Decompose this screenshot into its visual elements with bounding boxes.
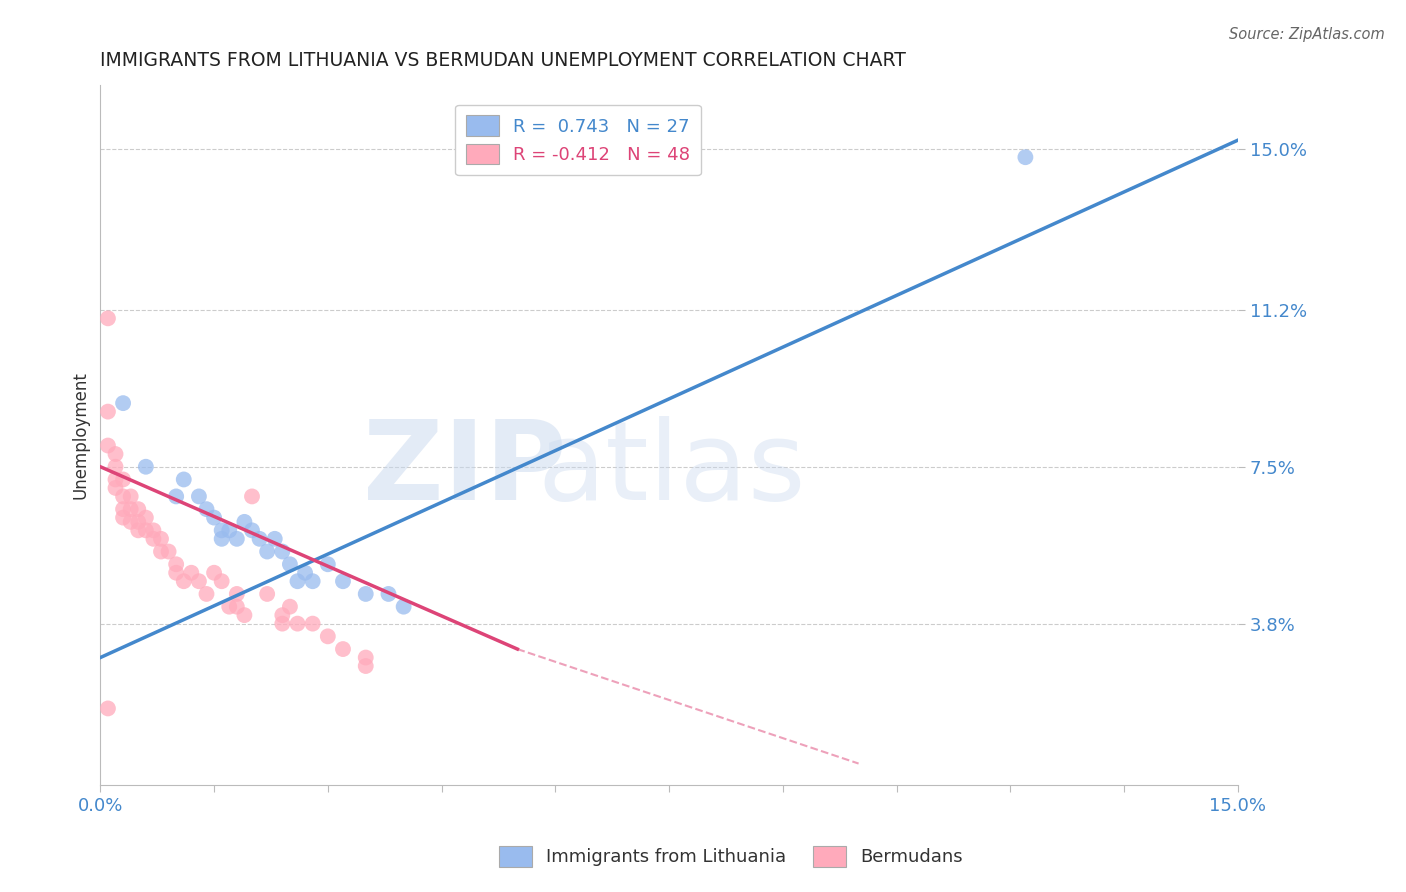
Point (165, 490, 187, 504)
Point (150, 532, 173, 546)
Point (271, 608, 294, 623)
Point (354, 587, 377, 601)
Point (240, 490, 263, 504)
Text: Source: ZipAtlas.com: Source: ZipAtlas.com (1229, 27, 1385, 42)
Point (278, 558, 301, 572)
Point (225, 532, 247, 546)
Point (256, 587, 278, 601)
Point (294, 566, 316, 580)
Point (127, 502, 149, 516)
Point (173, 473, 195, 487)
Point (180, 566, 202, 580)
Legend: Immigrants from Lithuania, Bermudans: Immigrants from Lithuania, Bermudans (492, 838, 970, 874)
Point (97, 701, 120, 715)
Point (112, 396, 135, 410)
Point (263, 532, 285, 546)
Point (97, 438, 120, 452)
Point (187, 490, 209, 504)
Point (332, 642, 354, 657)
Point (202, 566, 225, 580)
Point (271, 544, 294, 558)
Point (142, 524, 165, 538)
Point (195, 587, 218, 601)
Point (97, 311, 120, 326)
Point (301, 574, 323, 589)
Point (202, 510, 225, 524)
Point (233, 608, 256, 623)
Y-axis label: Unemployment: Unemployment (72, 371, 89, 499)
Point (112, 490, 135, 504)
Point (104, 459, 127, 474)
Text: ZIP: ZIP (363, 417, 567, 524)
Point (1014, 150, 1036, 164)
Point (354, 650, 377, 665)
Point (233, 515, 256, 529)
Point (256, 544, 278, 558)
Point (150, 544, 173, 558)
Point (120, 502, 142, 516)
Point (104, 481, 127, 495)
Point (287, 616, 309, 631)
Point (173, 574, 195, 589)
Point (187, 574, 209, 589)
Point (225, 599, 247, 614)
Point (278, 599, 301, 614)
Text: IMMIGRANTS FROM LITHUANIA VS BERMUDAN UNEMPLOYMENT CORRELATION CHART: IMMIGRANTS FROM LITHUANIA VS BERMUDAN UN… (100, 51, 907, 70)
Point (120, 515, 142, 529)
Point (316, 629, 339, 643)
Point (127, 515, 149, 529)
Point (211, 532, 233, 546)
Point (142, 532, 165, 546)
Point (271, 616, 294, 631)
Point (225, 587, 247, 601)
Point (301, 616, 323, 631)
Point (218, 524, 240, 538)
Point (218, 599, 240, 614)
Point (249, 532, 271, 546)
Point (165, 566, 187, 580)
Point (195, 502, 218, 516)
Point (112, 510, 135, 524)
Point (211, 524, 233, 538)
Point (104, 473, 127, 487)
Point (332, 574, 354, 589)
Point (287, 574, 309, 589)
Point (211, 574, 233, 589)
Point (377, 587, 399, 601)
Point (316, 558, 339, 572)
Point (127, 524, 149, 538)
Point (112, 502, 135, 516)
Point (157, 544, 180, 558)
Point (165, 558, 187, 572)
Text: atlas: atlas (537, 417, 806, 524)
Point (135, 510, 157, 524)
Point (354, 659, 377, 673)
Legend: R =  0.743   N = 27, R = -0.412   N = 48: R = 0.743 N = 27, R = -0.412 N = 48 (456, 104, 700, 175)
Point (112, 473, 135, 487)
Point (104, 447, 127, 461)
Point (240, 524, 263, 538)
Point (135, 459, 157, 474)
Point (392, 599, 415, 614)
Point (135, 524, 157, 538)
Point (120, 490, 142, 504)
Point (97, 404, 120, 418)
